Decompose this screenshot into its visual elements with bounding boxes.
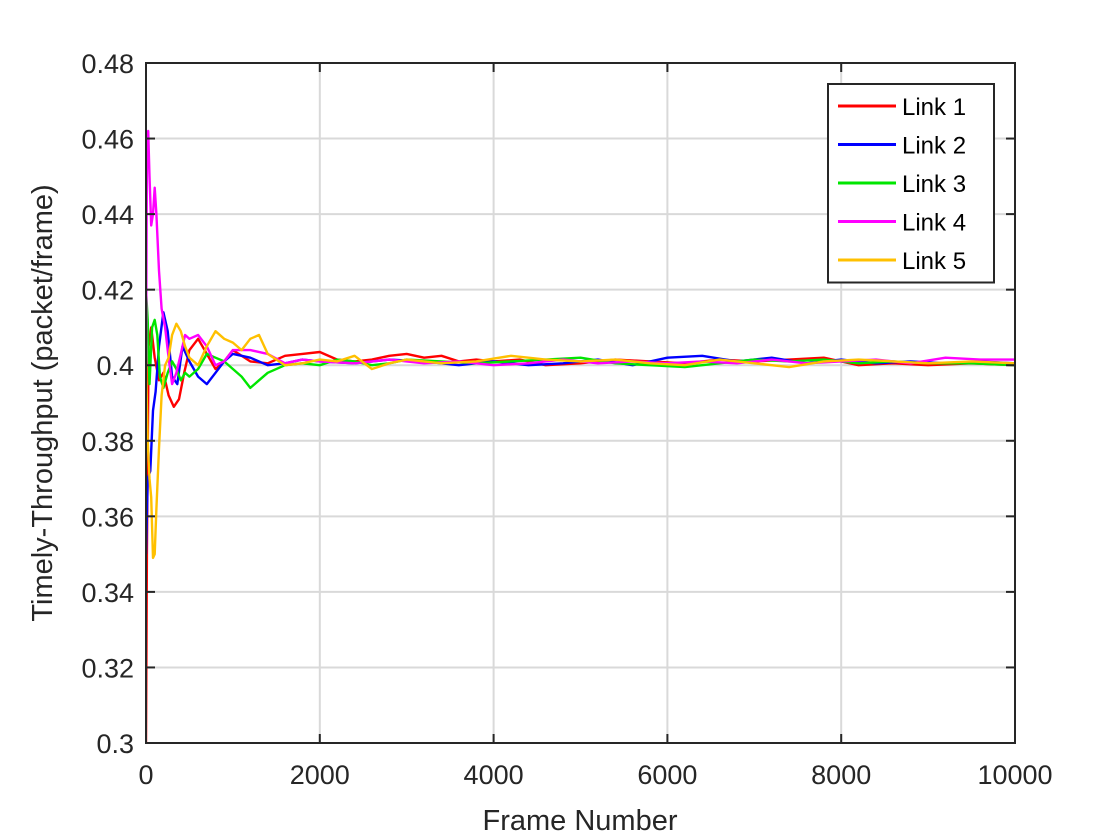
series-group bbox=[146, 129, 1015, 743]
tick-labels: 0 2000 4000 6000 8000 10000 0.3 0.32 0.34 0.36 0.3… bbox=[81, 49, 1052, 790]
y-tick-label: 0.34 bbox=[81, 578, 134, 608]
x-tick-label: 10000 bbox=[977, 760, 1052, 790]
legend-label: Link 2 bbox=[902, 133, 966, 160]
y-tick-label: 0.42 bbox=[81, 276, 134, 306]
x-tick-label: 8000 bbox=[811, 760, 871, 790]
x-tick-label: 0 bbox=[138, 760, 153, 790]
legend-label: Link 3 bbox=[902, 171, 966, 198]
y-tick-label: 0.3 bbox=[96, 729, 134, 759]
x-axis-label: Frame Number bbox=[483, 805, 678, 837]
ticks bbox=[145, 62, 1016, 744]
axes-box bbox=[145, 62, 1016, 744]
series-line-link-5 bbox=[146, 322, 1015, 560]
y-axis-label: Timely-Throughput (packet/frame) bbox=[27, 184, 59, 621]
y-tick-label: 0.48 bbox=[81, 49, 134, 79]
y-tick-label: 0.44 bbox=[81, 200, 134, 230]
legend-label: Link 1 bbox=[902, 94, 966, 121]
y-tick-label: 0.46 bbox=[81, 125, 134, 155]
y-tick-label: 0.4 bbox=[96, 351, 134, 381]
x-tick-label: 2000 bbox=[290, 760, 350, 790]
y-tick-label: 0.38 bbox=[81, 427, 134, 457]
x-tick-label: 4000 bbox=[464, 760, 524, 790]
y-tick-label: 0.32 bbox=[81, 653, 134, 683]
legend: Link 1 Link 2 Link 3 Link 4 Link 5 bbox=[827, 83, 995, 284]
y-tick-label: 0.36 bbox=[81, 502, 134, 532]
x-tick-label: 6000 bbox=[637, 760, 697, 790]
legend-label: Link 5 bbox=[902, 248, 966, 275]
legend-label: Link 4 bbox=[902, 210, 966, 237]
